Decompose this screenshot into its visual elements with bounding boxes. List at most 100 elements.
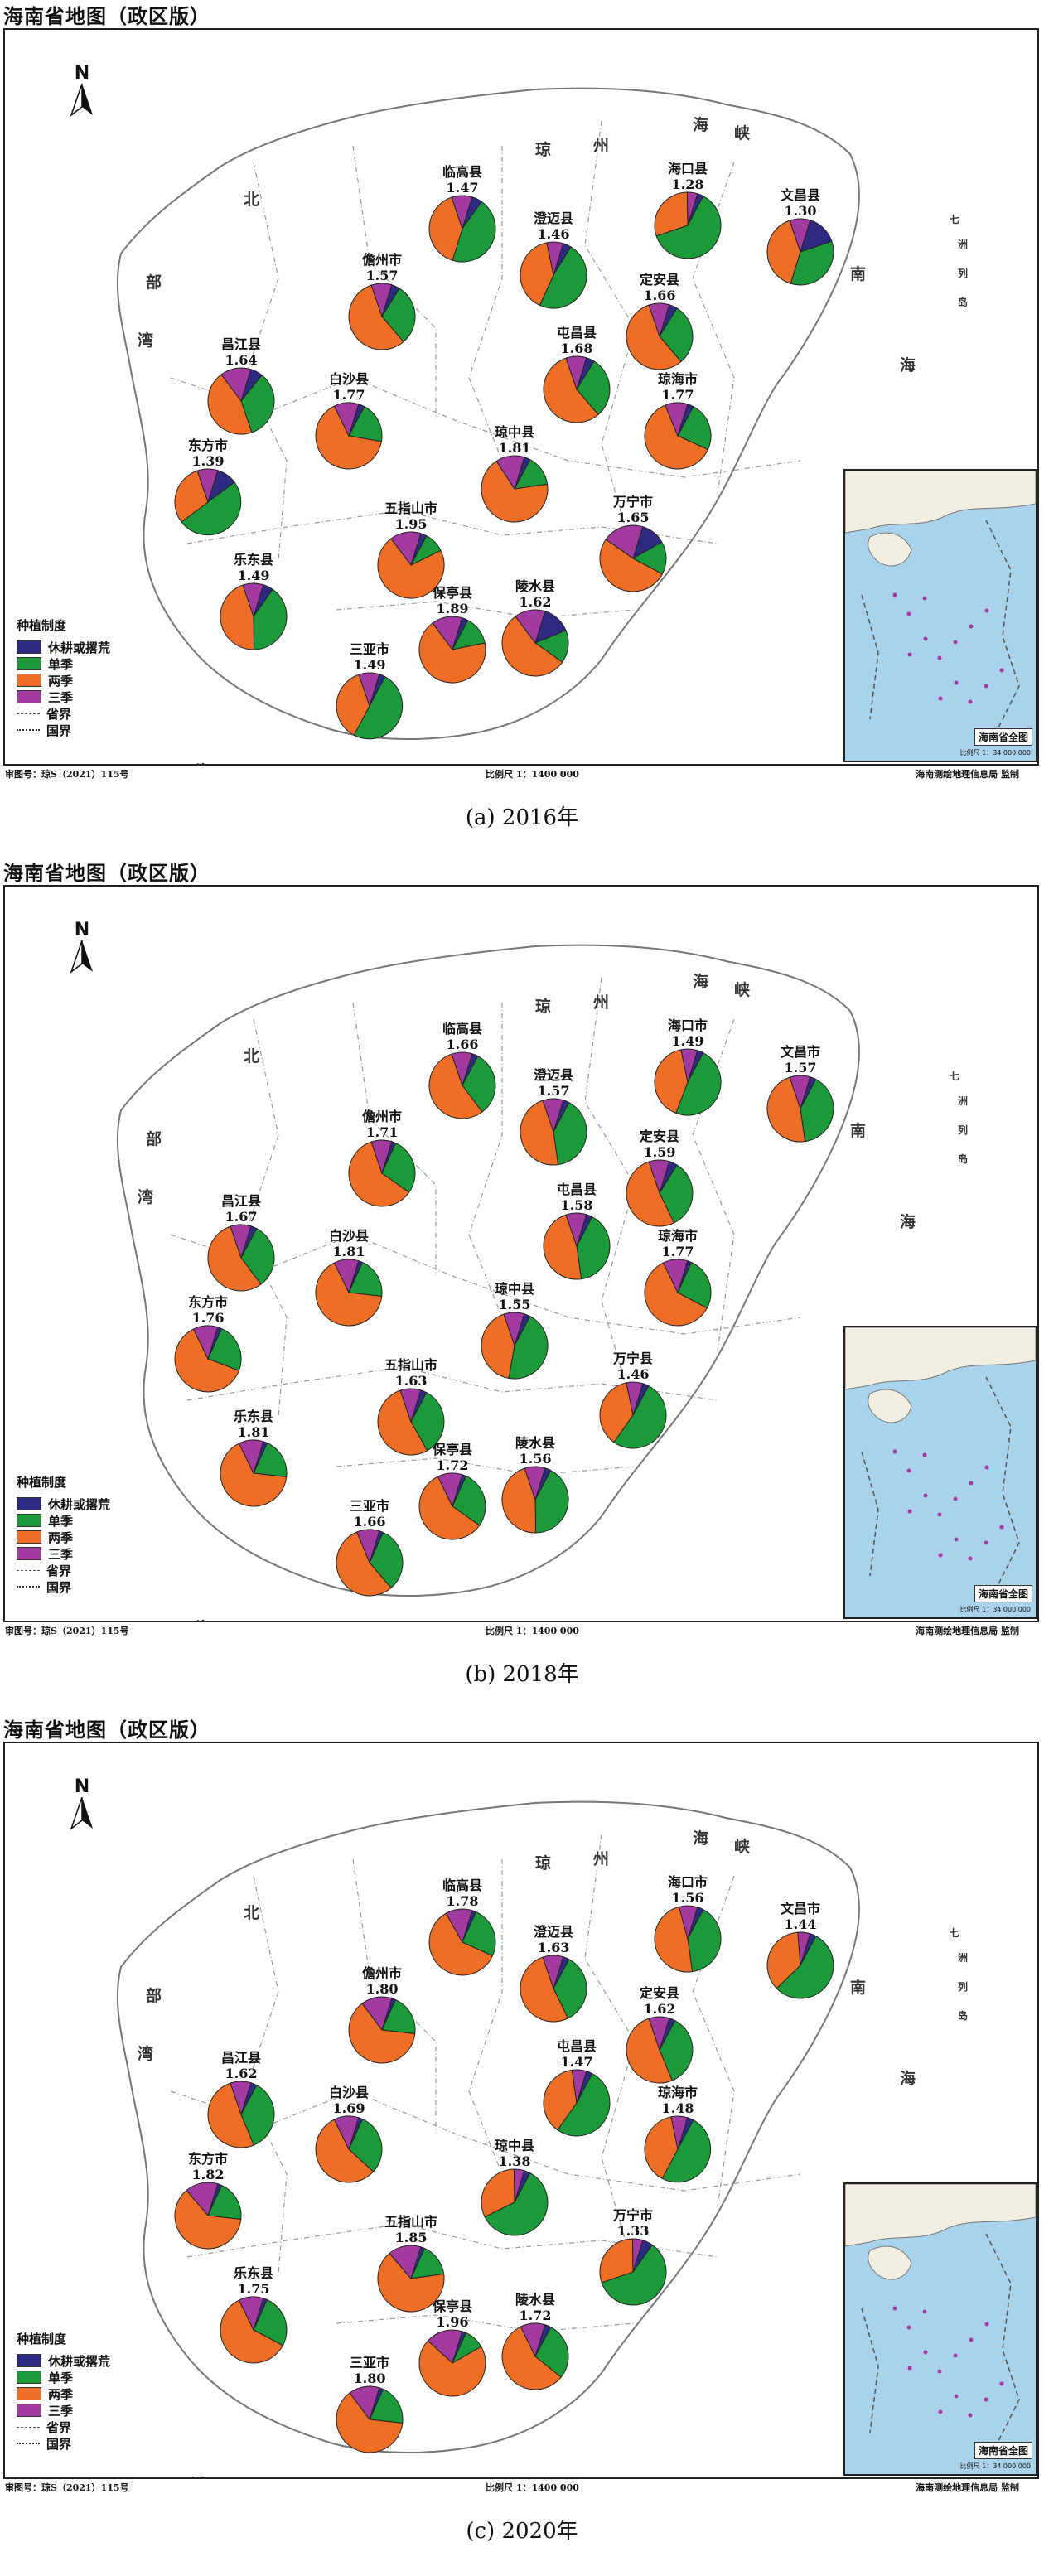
pie-slice [520,2322,546,2358]
county-label: 琼中县 1.55 [477,1281,552,1312]
county-name: 儋州市 [361,1965,402,1981]
island-dot [984,1465,989,1470]
pie-slice [230,2081,252,2116]
legend-label: 省界 [46,2419,72,2435]
pie-chart [377,1388,445,1456]
pie-slice [174,1328,240,1393]
sea-label: 部 [146,273,162,292]
county-value: 1.62 [643,2001,676,2017]
county-value: 1.77 [332,387,365,403]
pie-chart [348,283,416,350]
map-canvas [116,944,860,1597]
pie-slice [601,2244,667,2306]
pie-slice [369,1531,404,1589]
legend-swatch [17,2371,41,2384]
pie-slice [181,481,242,536]
pie-slice [174,2189,242,2250]
county-name: 澄迈县 [533,1067,573,1083]
review-number: 审图号：琼S（2021）115号 [5,1626,129,1636]
pie-slice [644,1262,708,1327]
pie-slice [644,2116,679,2179]
pie-slice [418,1476,481,1540]
county-value: 1.48 [661,2100,694,2116]
county-value: 1.47 [446,180,479,196]
north-arrow-icon [70,1796,93,1831]
county-label: 屯昌县 1.58 [539,1182,614,1213]
sea-label: 湾 [138,1188,154,1206]
pie-chart [501,2322,569,2390]
pie-chart [207,367,275,435]
inset-scale: 比例尺 1：34 000 000 [959,2462,1031,2470]
county-value: 1.66 [643,288,676,303]
island-dot [984,684,988,689]
map-canvas [116,1800,860,2453]
inset-scale: 比例尺 1：34 000 000 [959,749,1031,756]
county-value: 1.71 [365,1124,399,1140]
island-dot [937,2369,942,2374]
pie-slice [797,1931,811,1966]
county-value: 1.65 [616,510,650,525]
legend-label: 两季 [48,1530,74,1545]
supervisor-text: 海南测绘地理信息局 监制 [916,1626,1019,1636]
pie-slice [648,302,670,338]
county-name: 五指山市 [384,500,437,516]
island-dot [906,1468,911,1473]
county-name: 三亚市 [349,1498,389,1514]
review-number: 审图号：琼S（2021）115号 [5,2482,129,2493]
sea-label: 琼 [535,141,552,159]
legend-label: 国界 [46,1579,72,1595]
legend-line-sample [17,2426,40,2428]
pie-slice [336,1531,392,1597]
island-dot [984,1540,988,1545]
sea-label: 洲 [958,1095,969,1107]
inset-title: 海南省全图 [974,728,1032,746]
island-dot [907,2366,912,2371]
pie-slice [599,1382,634,1443]
pie-slice [462,1911,496,1957]
map-frame: 临高县 1.66 澄迈县 1.57 海口市 1.49 文昌市 1.57 儋州市 1.71 定安县 1.… [3,885,1039,1622]
island-dot [937,1512,942,1517]
island-dot [984,2322,989,2327]
county-label: 琼海市 1.77 [640,371,715,403]
legend-label: 三季 [48,689,74,705]
island-dot [892,1449,897,1454]
pie-chart [543,1212,611,1280]
legend-label: 国界 [46,2436,72,2452]
sea-label: 北 [244,1047,260,1066]
map-title: 海南省地图（政区版） [3,1718,210,1742]
pie-slice [661,2119,712,2183]
county-value: 1.76 [191,1310,225,1326]
county-value: 1.39 [191,453,225,469]
pie-chart [348,1139,416,1207]
pie-slice [520,1100,559,1166]
pie-slice [349,2385,380,2421]
sea-label: 峡 [734,981,751,999]
pie-slice [358,672,380,708]
pie-slice [336,674,370,736]
pie-chart [207,1224,275,1292]
island-dot [999,668,1004,673]
county-value: 1.69 [332,2100,365,2116]
county-name: 万宁县 [612,1351,653,1366]
island-dot [937,655,942,660]
pie-slice [428,1053,483,1119]
legend: 种植制度 休耕或撂荒 单季 两季 三季 省界 国界 [17,2330,110,2452]
pie-slice [644,404,709,470]
pie-slice [220,584,255,650]
county-name: 保亭县 [432,1442,472,1457]
sea-label: 海 [900,356,916,375]
county-label: 三亚市 1.80 [332,2355,407,2386]
pie-slice [654,1906,694,1973]
pie-chart [428,1908,496,1976]
county-label: 万宁县 1.46 [596,1351,670,1382]
legend-item: 两季 [17,672,110,689]
pie-slice [437,1472,463,1508]
pie-slice [428,1912,494,1976]
county-value: 1.49 [671,1033,704,1049]
county-label: 万宁市 1.65 [596,494,670,525]
pie-slice [553,1959,587,2019]
county-value: 1.62 [225,2066,258,2081]
pie-slice [501,616,563,677]
pie-slice [230,1224,252,1259]
pie-slice [665,402,689,437]
